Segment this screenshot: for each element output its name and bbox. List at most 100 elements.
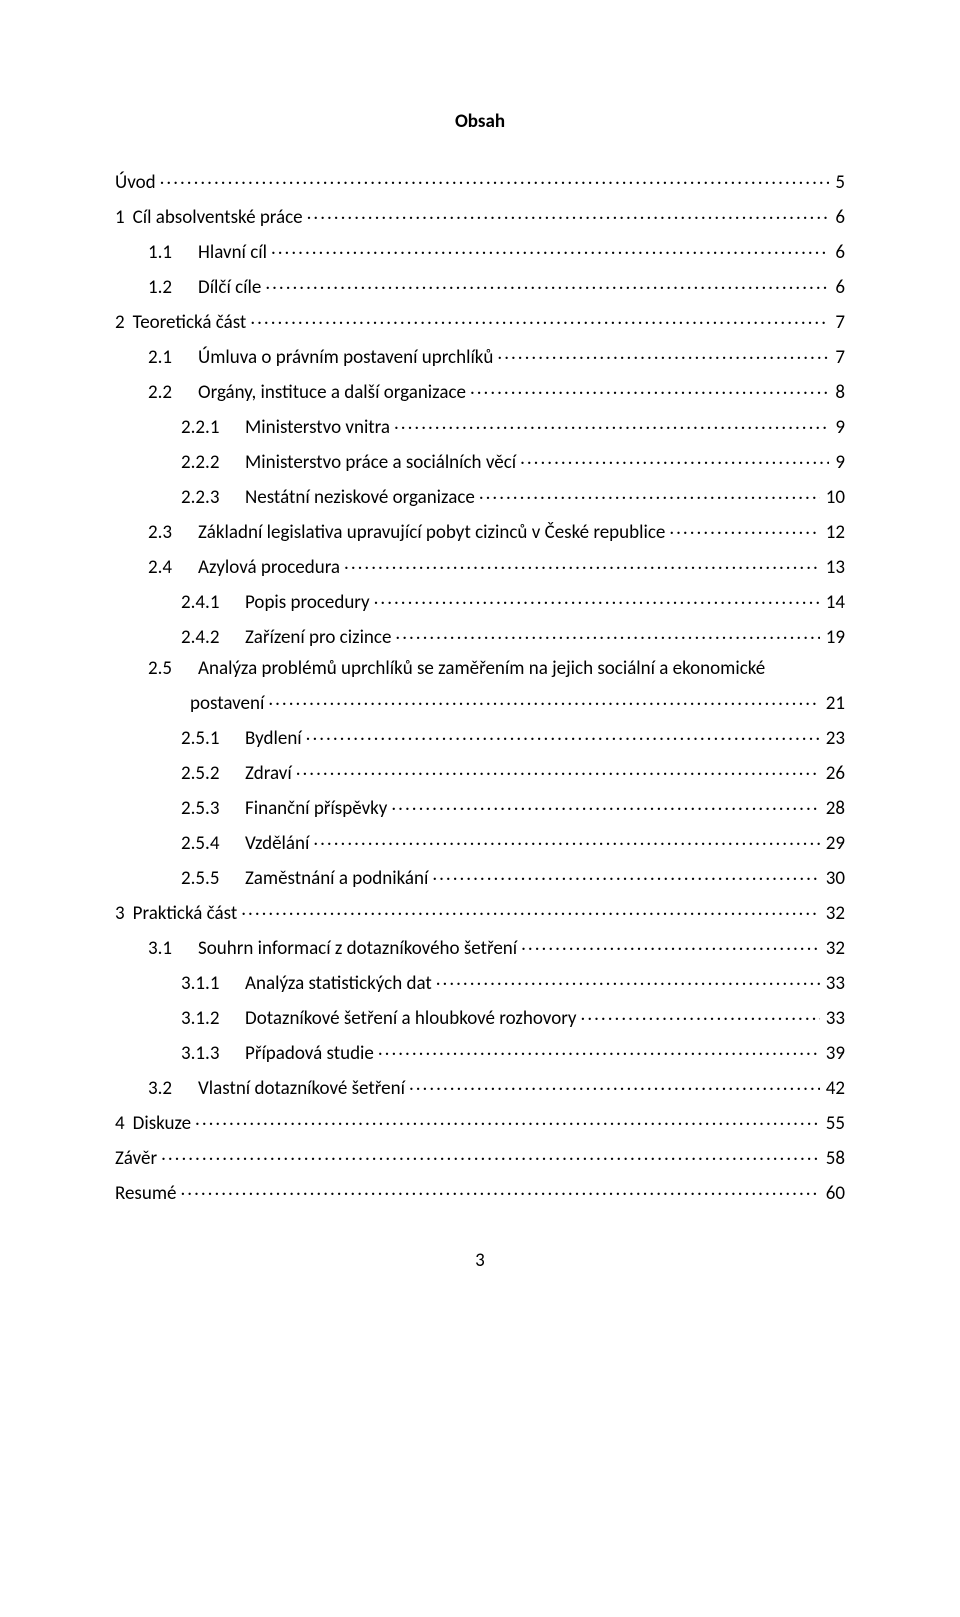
toc-leader-dots [195, 1110, 820, 1129]
toc-entry-page: 21 [820, 694, 845, 713]
toc-entry: Závěr58 [115, 1139, 845, 1174]
toc-entry-label: Vzdělání [245, 834, 313, 853]
toc-entry-number: 2.4.2 [181, 628, 245, 647]
toc-entry: 2.2.2Ministerstvo práce a sociálních věc… [115, 443, 845, 478]
toc-entry-page: 5 [829, 173, 845, 192]
toc-entry: 2.5.4Vzdělání 29 [115, 824, 845, 859]
toc-entry: 3.2Vlastní dotazníkové šetření42 [115, 1069, 845, 1104]
toc-entry-page: 8 [829, 383, 845, 402]
toc-entry-number: 1 [115, 208, 133, 227]
toc-leader-dots [306, 725, 820, 744]
toc-entry-label: Dotazníkové šetření a hloubkové rozhovor… [245, 1009, 581, 1028]
toc-leader-dots [436, 970, 820, 989]
toc-entry-label: Cíl absolventské práce [133, 208, 307, 227]
toc-entry-number: 2.5.3 [181, 799, 245, 818]
toc-entry-label: Popis procedury [245, 593, 374, 612]
toc-entry: Resumé60 [115, 1174, 845, 1209]
toc-entry-number: 4 [115, 1114, 133, 1133]
toc-entry-page: 12 [820, 523, 845, 542]
toc-entry: 2.5.1Bydlení23 [115, 719, 845, 754]
page-number: 3 [115, 1249, 845, 1272]
toc-leader-dots [271, 239, 829, 258]
toc-entry-page: 55 [820, 1114, 845, 1133]
toc-entry-label: Základní legislativa upravující pobyt ci… [198, 523, 669, 542]
toc-entry-label: Analýza statistických dat [245, 974, 436, 993]
toc-leader-dots [241, 900, 820, 919]
toc-leader-dots [521, 935, 820, 954]
toc-entry-page: 9 [829, 418, 845, 437]
toc-entry: 2.5.3Finanční příspěvky28 [115, 789, 845, 824]
toc-leader-dots [391, 795, 819, 814]
toc-entry-page: 32 [820, 904, 845, 923]
toc-entry-number: 2.2.3 [181, 488, 245, 507]
toc-entry-page: 6 [829, 208, 845, 227]
toc-entry-number: 2.4.1 [181, 593, 245, 612]
toc-leader-dots [479, 484, 820, 503]
toc-entry: 3.1.2Dotazníkové šetření a hloubkové roz… [115, 999, 845, 1034]
toc-entry: 2.4.1Popis procedury 14 [115, 583, 845, 618]
toc-leader-dots [307, 204, 830, 223]
toc-entry-page: 14 [820, 593, 845, 612]
toc-entry-label: Finanční příspěvky [245, 799, 391, 818]
toc-entry-label: Závěr [115, 1149, 161, 1168]
toc-leader-dots [250, 309, 829, 328]
toc-entry-label: Resumé [115, 1184, 180, 1203]
document-page: Obsah Úvod 5 1Cíl absolventské práce 6 1.1Hl… [0, 0, 960, 1332]
toc-entry-label: Teoretická část [133, 313, 251, 332]
toc-leader-dots [470, 379, 829, 398]
toc-entry: 4Diskuze55 [115, 1104, 845, 1139]
toc-entry-label: Ministerstvo vnitra [245, 418, 394, 437]
toc-entry-page: 29 [820, 834, 845, 853]
toc-leader-dots [180, 1180, 819, 1199]
toc-entry: 2.5.5Zaměstnání a podnikání30 [115, 859, 845, 894]
toc-entry-number: 2.5.2 [181, 764, 245, 783]
toc-entry-label: Vlastní dotazníkové šetření [198, 1079, 409, 1098]
toc-entry-number: 2.4 [148, 558, 198, 577]
toc-entry-page: 10 [820, 488, 845, 507]
toc-leader-dots [161, 1145, 820, 1164]
toc-entry-label: Dílčí cíle [198, 278, 265, 297]
toc-entry: 2Teoretická část7 [115, 303, 845, 338]
toc-leader-dots [378, 1040, 820, 1059]
table-of-contents: Úvod 5 1Cíl absolventské práce 6 1.1Hlavní c… [115, 163, 845, 1209]
toc-entry: 1Cíl absolventské práce 6 [115, 198, 845, 233]
toc-leader-dots [394, 414, 829, 433]
toc-entry-number: 2.1 [148, 348, 198, 367]
toc-entry-label: Hlavní cíl [198, 243, 271, 262]
toc-entry-number: 3 [115, 904, 133, 923]
toc-entry: 2.2.3Nestátní neziskové organizace 10 [115, 478, 845, 513]
toc-entry-number: 3.1.1 [181, 974, 245, 993]
toc-entry-label: Souhrn informací z dotazníkového šetření [198, 939, 521, 958]
toc-leader-dots [160, 169, 830, 188]
toc-entry-label: Úvod [115, 173, 160, 192]
toc-title: Obsah [115, 110, 845, 133]
toc-entry-page: 7 [829, 313, 845, 332]
toc-entry-page: 26 [820, 764, 845, 783]
toc-entry: 2.2.1Ministerstvo vnitra9 [115, 408, 845, 443]
toc-entry: 2.3Základní legislativa upravující pobyt… [115, 513, 845, 548]
toc-entry-number: 2.2 [148, 383, 198, 402]
toc-entry-page: 23 [820, 729, 845, 748]
toc-entry-label: Zařízení pro cizince [245, 628, 395, 647]
toc-leader-dots [265, 274, 829, 293]
toc-leader-dots [395, 624, 819, 643]
toc-entry-number: 3.1 [148, 939, 198, 958]
toc-entry: 2.5.2Zdraví26 [115, 754, 845, 789]
toc-leader-dots [669, 519, 819, 538]
toc-leader-dots [497, 344, 829, 363]
toc-leader-dots [581, 1005, 820, 1024]
toc-entry-number: 1.2 [148, 278, 198, 297]
toc-entry-label: Orgány, instituce a další organizace [198, 383, 470, 402]
toc-entry-page: 7 [829, 348, 845, 367]
toc-leader-dots [344, 554, 820, 573]
toc-leader-dots [409, 1075, 820, 1094]
toc-entry-number: 1.1 [148, 243, 198, 262]
toc-leader-dots [520, 449, 829, 468]
toc-entry-page: 6 [829, 278, 845, 297]
toc-entry: 3Praktická část32 [115, 894, 845, 929]
toc-entry-label: Nestátní neziskové organizace [245, 488, 479, 507]
toc-entry-page: 42 [820, 1079, 845, 1098]
toc-entry-number: 2.5.5 [181, 869, 245, 888]
toc-entry-page: 33 [820, 974, 845, 993]
toc-entry-number: 2.5.4 [181, 834, 245, 853]
